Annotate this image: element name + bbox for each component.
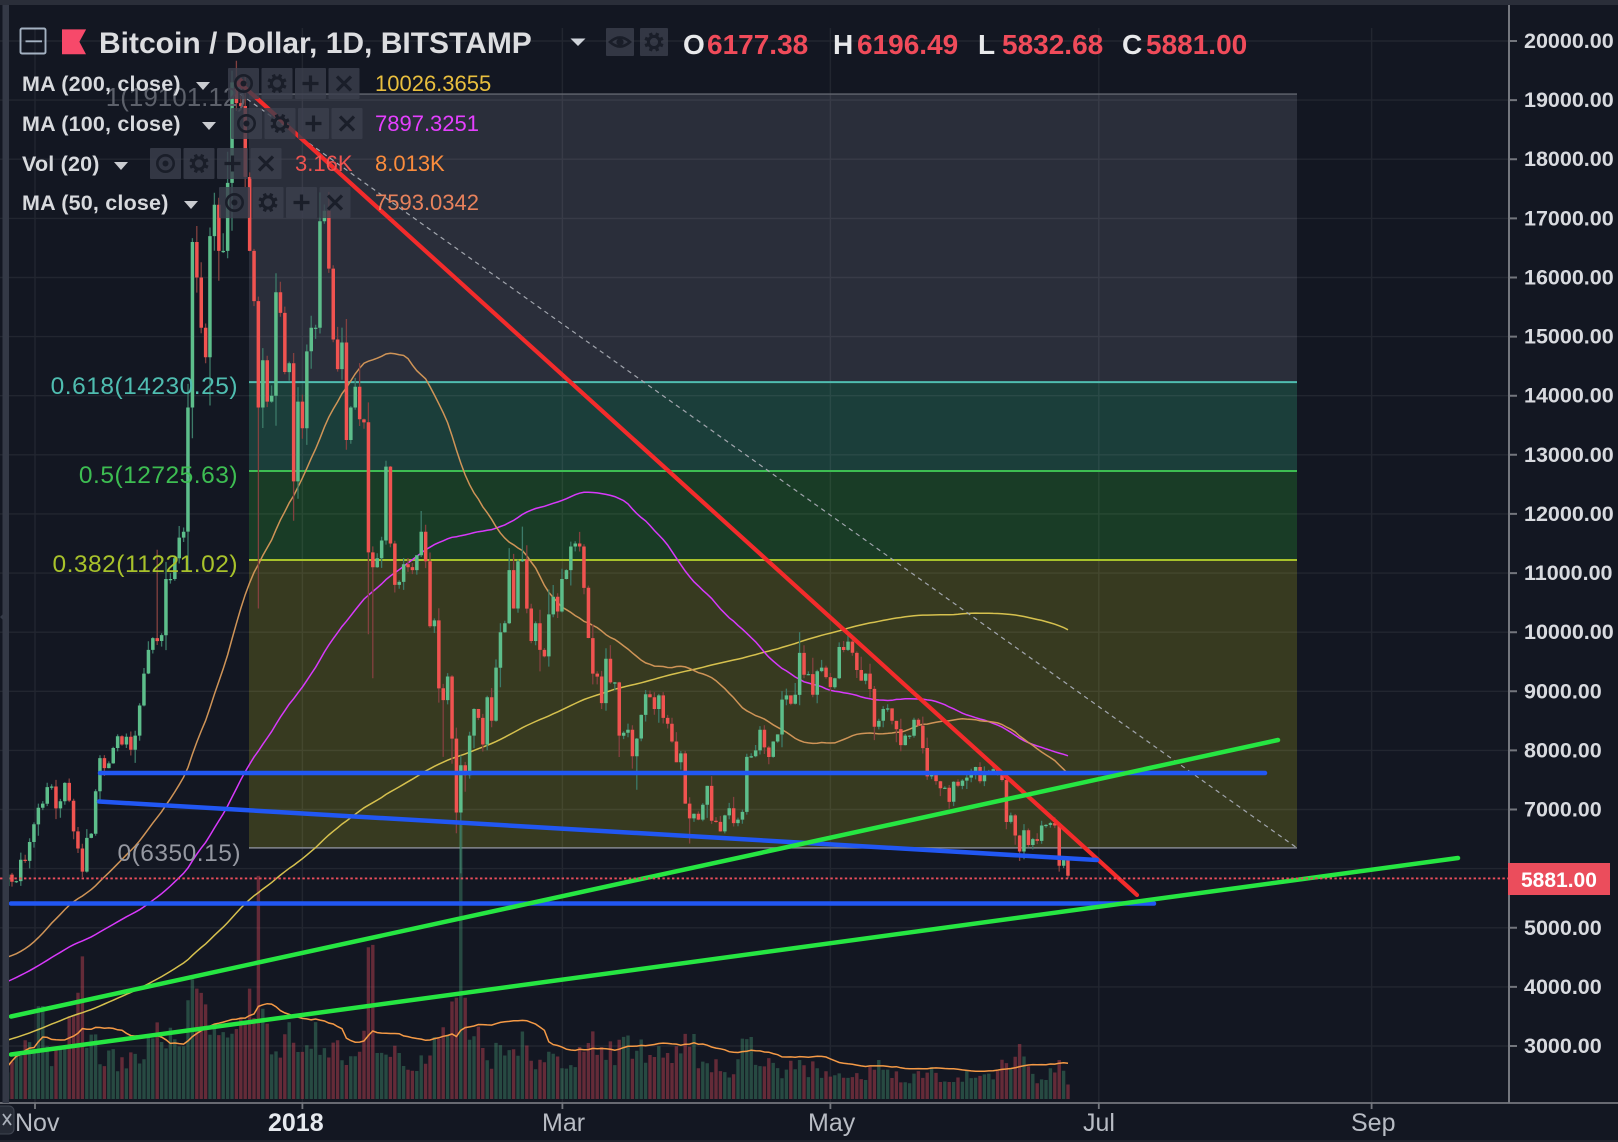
svg-text:3000.00: 3000.00: [1524, 1034, 1602, 1058]
svg-text:2018: 2018: [268, 1109, 324, 1137]
svg-text:18000.00: 18000.00: [1524, 147, 1614, 171]
svg-text:7897.3251: 7897.3251: [375, 111, 479, 136]
svg-text:Sep: Sep: [1351, 1109, 1395, 1137]
svg-text:0.5(12725.63): 0.5(12725.63): [79, 462, 238, 489]
svg-text:13000.00: 13000.00: [1524, 443, 1614, 467]
svg-text:0(6350.15): 0(6350.15): [117, 840, 241, 867]
svg-text:16000.00: 16000.00: [1524, 266, 1614, 290]
svg-text:7000.00: 7000.00: [1524, 798, 1602, 822]
svg-text:8.013K: 8.013K: [375, 151, 445, 176]
svg-text:5000.00: 5000.00: [1524, 916, 1602, 940]
svg-text:19000.00: 19000.00: [1524, 88, 1614, 112]
svg-text:0.382(11221.02): 0.382(11221.02): [53, 551, 239, 578]
svg-text:8000.00: 8000.00: [1524, 738, 1602, 762]
svg-text:6177.38: 6177.38: [707, 29, 808, 60]
svg-text:C: C: [1122, 29, 1142, 60]
svg-text:5881.00: 5881.00: [1146, 29, 1247, 60]
svg-text:1(19101.12): 1(19101.12): [106, 82, 246, 112]
svg-text:7593.0342: 7593.0342: [375, 190, 479, 215]
svg-text:5881.00: 5881.00: [1521, 869, 1597, 892]
svg-text:12000.00: 12000.00: [1524, 502, 1614, 526]
svg-text:11000.00: 11000.00: [1524, 561, 1613, 585]
svg-text:20000.00: 20000.00: [1524, 29, 1614, 53]
svg-text:9000.00: 9000.00: [1524, 679, 1602, 703]
svg-text:O: O: [683, 29, 705, 60]
svg-text:4000.00: 4000.00: [1524, 975, 1602, 999]
svg-text:10000.00: 10000.00: [1524, 620, 1614, 644]
svg-text:10026.3655: 10026.3655: [375, 71, 491, 96]
svg-text:H: H: [833, 29, 853, 60]
svg-text:17000.00: 17000.00: [1524, 206, 1614, 230]
svg-text:MA (200, close): MA (200, close): [22, 72, 181, 96]
svg-text:Bitcoin / Dollar, 1D, BITSTAMP: Bitcoin / Dollar, 1D, BITSTAMP: [99, 27, 532, 60]
svg-text:L: L: [978, 29, 995, 60]
svg-text:Jul: Jul: [1083, 1109, 1115, 1137]
svg-text:3.16K: 3.16K: [295, 151, 353, 176]
svg-text:14000.00: 14000.00: [1524, 384, 1614, 408]
svg-text:15000.00: 15000.00: [1524, 325, 1614, 349]
svg-text:MA (50, close): MA (50, close): [22, 191, 169, 215]
svg-text:May: May: [808, 1109, 856, 1137]
svg-text:Mar: Mar: [542, 1109, 585, 1137]
svg-text:5832.68: 5832.68: [1002, 29, 1103, 60]
svg-text:MA (100, close): MA (100, close): [22, 112, 181, 136]
svg-text:Nov: Nov: [15, 1109, 60, 1137]
svg-text:6196.49: 6196.49: [857, 29, 958, 60]
svg-text:Vol (20): Vol (20): [22, 152, 100, 176]
svg-text:0.618(14230.25): 0.618(14230.25): [51, 373, 238, 400]
